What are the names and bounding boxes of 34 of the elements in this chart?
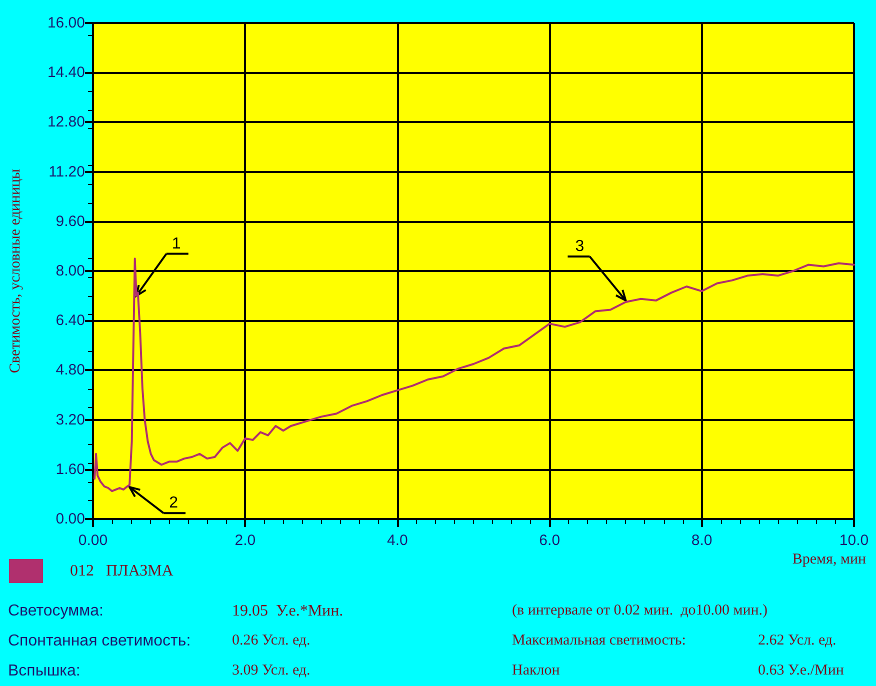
y-tick-label: 4.80 [56,362,85,379]
y-tick-label: 6.40 [56,312,85,330]
text: 0.26 Усл. ед. [232,632,310,648]
annotation: 1 [172,235,181,252]
x-tick-label: 4.0 [386,532,408,549]
x-axis-title: Время, мин [792,552,866,568]
text: 2.62 Усл. ед. [758,632,836,648]
text: Наклон [512,662,560,678]
text: 0.63 У.е./Мин [758,662,844,678]
x-tick-label: 0.00 [78,532,108,549]
y-tick-label: 0.00 [56,510,85,528]
text: (в интервале от 0.02 мин. до10.00 мин.) [512,602,768,618]
annotation: 3 [575,238,584,255]
y-tick-label: 11.20 [48,163,85,180]
text: Спонтанная светимость: [8,632,191,650]
x-tick-label: 2.0 [234,532,256,549]
y-axis-title: Светимость, условные единицы [8,168,24,374]
y-tick-label: 1.60 [56,460,85,478]
text: Светосумма: [8,602,104,620]
y-tick-label: 16.00 [47,14,85,32]
y-tick-label: 3.20 [56,411,85,428]
text: Вспышка: [8,662,80,680]
x-tick-label: 6.0 [539,532,560,549]
y-tick-label: 12.80 [47,114,85,131]
y-tick-label: 9.60 [56,212,85,230]
text: Максимальная светимость: [512,632,686,648]
y-tick-label: 8.00 [56,262,85,280]
text: 3.09 Усл. ед. [232,662,310,678]
x-tick-label: 10.0 [839,532,869,549]
legend-label: 012 ПЛАЗМА [70,562,174,580]
y-tick-label: 14.40 [47,64,85,82]
text: 19.05 У.е.*Мин. [232,602,344,620]
x-tick-label: 8.0 [691,532,712,549]
annotation: 2 [169,494,178,512]
